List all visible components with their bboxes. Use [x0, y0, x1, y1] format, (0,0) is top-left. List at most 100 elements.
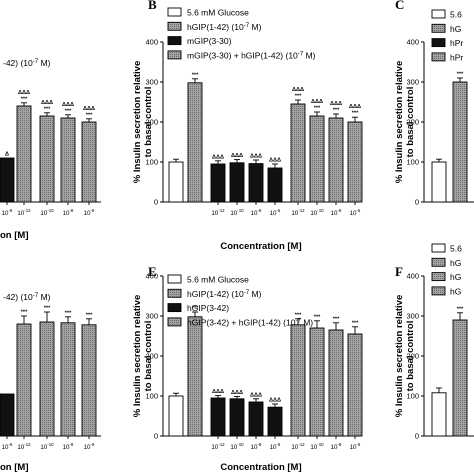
panel-b-sig-8-2: ΔΔΔ [311, 99, 323, 105]
panel-d-bar-1 [0, 393, 15, 437]
panel-b-sig-10-1: *** [352, 111, 359, 117]
panel-b-sig-5-1: ΔΔΔ [250, 154, 262, 160]
panel-a-sig-2-1: *** [21, 96, 28, 102]
panel-e-xlabel: Concentration [M] [220, 462, 301, 473]
panel-b-sig-10-2: ΔΔΔ [349, 104, 361, 110]
panel-e-xtick-label-7: 10-8 [331, 442, 342, 451]
panel-b-ytick-label-100: 100 [145, 158, 158, 167]
panel-e-bar-4 [229, 398, 245, 437]
panel-f-ytick-label-100: 100 [406, 392, 419, 401]
panel-b-legend-swatch-4 [167, 50, 182, 60]
panel-a-bar-3 [39, 115, 55, 203]
panel-b-xtick-label-7: 10-8 [331, 208, 342, 217]
panel-e-bar-6 [267, 406, 283, 437]
panel-a-xtick-label-1: 10-6 [2, 208, 13, 217]
panel-f-letter: F [395, 264, 403, 279]
panel-b-sig-3-1: ΔΔΔ [212, 154, 224, 160]
panel-f-ylabel-line1: % Insulin secretion relative [394, 295, 405, 418]
panel-d-legend-fragment: -42) (10-7 M) [3, 292, 51, 302]
panel-e-ytick-label-300: 300 [145, 312, 158, 321]
panel-e-xtick-label-2: 10-10 [230, 442, 244, 451]
panel-b-sig-4-1: ΔΔΔ [231, 153, 243, 159]
panel-b-ytick-label-300: 300 [145, 78, 158, 87]
panel-b-bar-10 [347, 121, 363, 203]
panel-e-ytick-label-0: 0 [154, 432, 158, 441]
panel-a-sig-4-1: *** [65, 108, 72, 114]
panel-e-legend-entry-2: hGIP(1-42) (10-7 M) [187, 289, 262, 299]
panel-a-bar-1 [0, 157, 15, 203]
panel-b-sig-7-1: *** [295, 94, 302, 100]
panel-f-legend-swatch-2 [431, 257, 446, 267]
panel-d-sig-3-1: *** [44, 306, 51, 312]
panel-b-bar-2 [187, 82, 203, 203]
panel-c-legend-swatch-1 [431, 9, 446, 19]
panel-e-letter: E [148, 264, 157, 279]
panel-d-xtick-label-1: 10-6 [2, 442, 13, 451]
panel-f-ylabel-line2: to basal control [405, 321, 416, 392]
panel-b-ytick-label-400: 400 [145, 38, 158, 47]
panel-e-bar-10 [347, 333, 363, 437]
panel-a-bar-5 [81, 121, 97, 203]
panel-e-xtick-label-4: 10-6 [270, 442, 281, 451]
panel-f-legend-entry-3: hG [450, 272, 461, 282]
panel-b-ylabel-line2: to basal control [143, 87, 154, 158]
panel-c-legend-entry-4: hPr [450, 52, 463, 62]
panel-c-legend-swatch-3 [431, 38, 446, 48]
panel-e-bar-9 [328, 329, 344, 437]
panel-b-xlabel: Concentration [M] [220, 241, 301, 252]
panel-e-legend-swatch-3 [167, 303, 182, 313]
panel-d-sig-2-1: *** [21, 310, 28, 316]
panel-e-xtick-label-1: 10-12 [211, 442, 225, 451]
panel-c-bar-1 [431, 161, 447, 203]
bars-layer [0, 7, 468, 437]
panel-e-bar-7 [290, 324, 306, 437]
panel-b-letter: B [148, 0, 157, 12]
panel-b-sig-7-2: ΔΔΔ [292, 87, 304, 93]
panel-e-sig-9-1: *** [333, 316, 340, 322]
panel-f-sig-2-1: *** [457, 306, 464, 312]
panel-e-legend-swatch-1 [167, 274, 182, 284]
panel-e-ytick-label-100: 100 [145, 392, 158, 401]
panel-c-ytick-label-400: 400 [406, 38, 419, 47]
panel-b-bar-7 [290, 103, 306, 203]
panel-f-legend-entry-1: 5.6 [450, 244, 462, 254]
panel-b-legend-swatch-1 [167, 7, 182, 17]
panel-e-xtick-label-5: 10-12 [291, 442, 305, 451]
panel-c-legend-swatch-2 [431, 23, 446, 33]
text-layer: B 0 100 200 300 400 % Insulin secretion relati… [0, 0, 464, 473]
panel-b-bar-6 [267, 167, 283, 203]
panel-d-bar-2 [16, 323, 32, 437]
panel-b-xtick-label-8: 10-6 [350, 208, 361, 217]
panel-b-legend-entry-1: 5.6 mM Glucose [187, 8, 249, 18]
panel-d-bar-5 [81, 324, 97, 437]
panel-b-sig-9-1: *** [333, 108, 340, 114]
panel-e-sig-8-1: *** [314, 314, 321, 320]
panel-d-sig-4-1: *** [65, 310, 72, 316]
panel-b-ytick-label-0: 0 [154, 198, 158, 207]
panel-b-sig-6-1: ΔΔΔ [269, 158, 281, 164]
panel-e-sig-7-1: *** [295, 312, 302, 318]
panel-a-sig-3-1: *** [44, 106, 51, 112]
panel-c-ylabel-line1: % Insulin secretion relative [394, 61, 405, 184]
panel-d-xtick-label-5: 10-6 [84, 442, 95, 451]
panel-e-ytick-label-400: 400 [145, 272, 158, 281]
panel-c-ytick-label-300: 300 [406, 78, 419, 87]
panel-d-xtick-label-3: 10-10 [40, 442, 54, 451]
panel-e-xtick-label-8: 10-6 [350, 442, 361, 451]
panel-b-xtick-label-6: 10-10 [310, 208, 324, 217]
panel-f-legend-swatch-4 [431, 286, 446, 296]
panel-a-xlabel-fragment: on [M] [0, 230, 29, 241]
panel-c-ytick-label-0: 0 [415, 198, 419, 207]
panel-e-ylabel-line1: % Insulin secretion relative [132, 295, 143, 418]
panel-a-sig-2-2: ΔΔΔ [18, 90, 30, 96]
panel-d-xlabel-fragment: on [M] [0, 462, 29, 473]
panel-b-xtick-label-2: 10-10 [230, 208, 244, 217]
panel-b-legend-entry-3: mGIP(3-30) [187, 36, 232, 46]
panel-e-bar-5 [248, 401, 264, 437]
panel-f-legend-entry-2: hG [450, 258, 461, 268]
panel-c-legend-swatch-4 [431, 52, 446, 62]
panel-e-bar-3 [210, 397, 226, 437]
panel-e-ytick-label-200: 200 [145, 352, 158, 361]
panel-b-ytick-label-200: 200 [145, 118, 158, 127]
